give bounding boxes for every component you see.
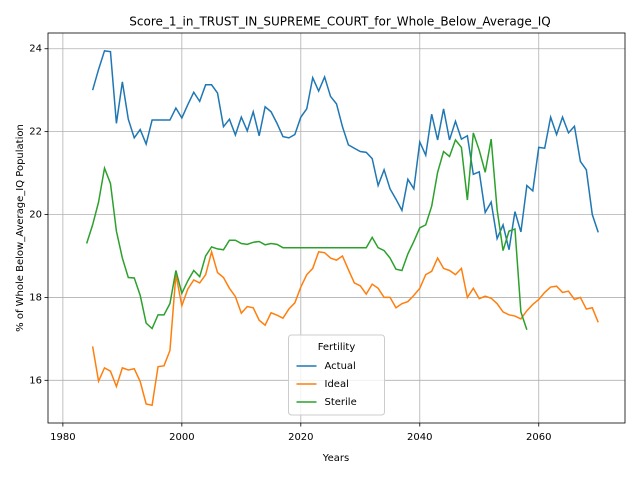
legend-box	[288, 334, 385, 416]
x-axis-label: Years	[322, 453, 349, 464]
y-tick-label: 24	[29, 44, 42, 55]
x-tick-label: 2060	[526, 432, 551, 443]
legend-label: Sterile	[325, 397, 357, 408]
legend-label: Actual	[325, 361, 356, 372]
x-tick-label: 2000	[169, 432, 194, 443]
plot-frame	[47, 32, 626, 424]
y-tick-label: 20	[29, 210, 42, 221]
y-tick-label: 16	[29, 375, 42, 386]
series-line	[85, 132, 528, 330]
x-tick-label: 2040	[407, 432, 432, 443]
chart-title: Score_1_in_TRUST_IN_SUPREME_COURT_for_Wh…	[129, 15, 550, 29]
series-line	[91, 49, 599, 250]
legend-label: Ideal	[325, 379, 349, 390]
y-axis-label: % of Whole Below_Average_IQ Population	[15, 124, 26, 332]
series-line	[91, 248, 599, 407]
legend-title: Fertility	[318, 342, 356, 353]
x-tick-label: 1980	[50, 432, 75, 443]
x-tick-label: 2020	[288, 432, 313, 443]
y-tick-label: 22	[29, 127, 42, 138]
y-tick-label: 18	[29, 292, 42, 303]
